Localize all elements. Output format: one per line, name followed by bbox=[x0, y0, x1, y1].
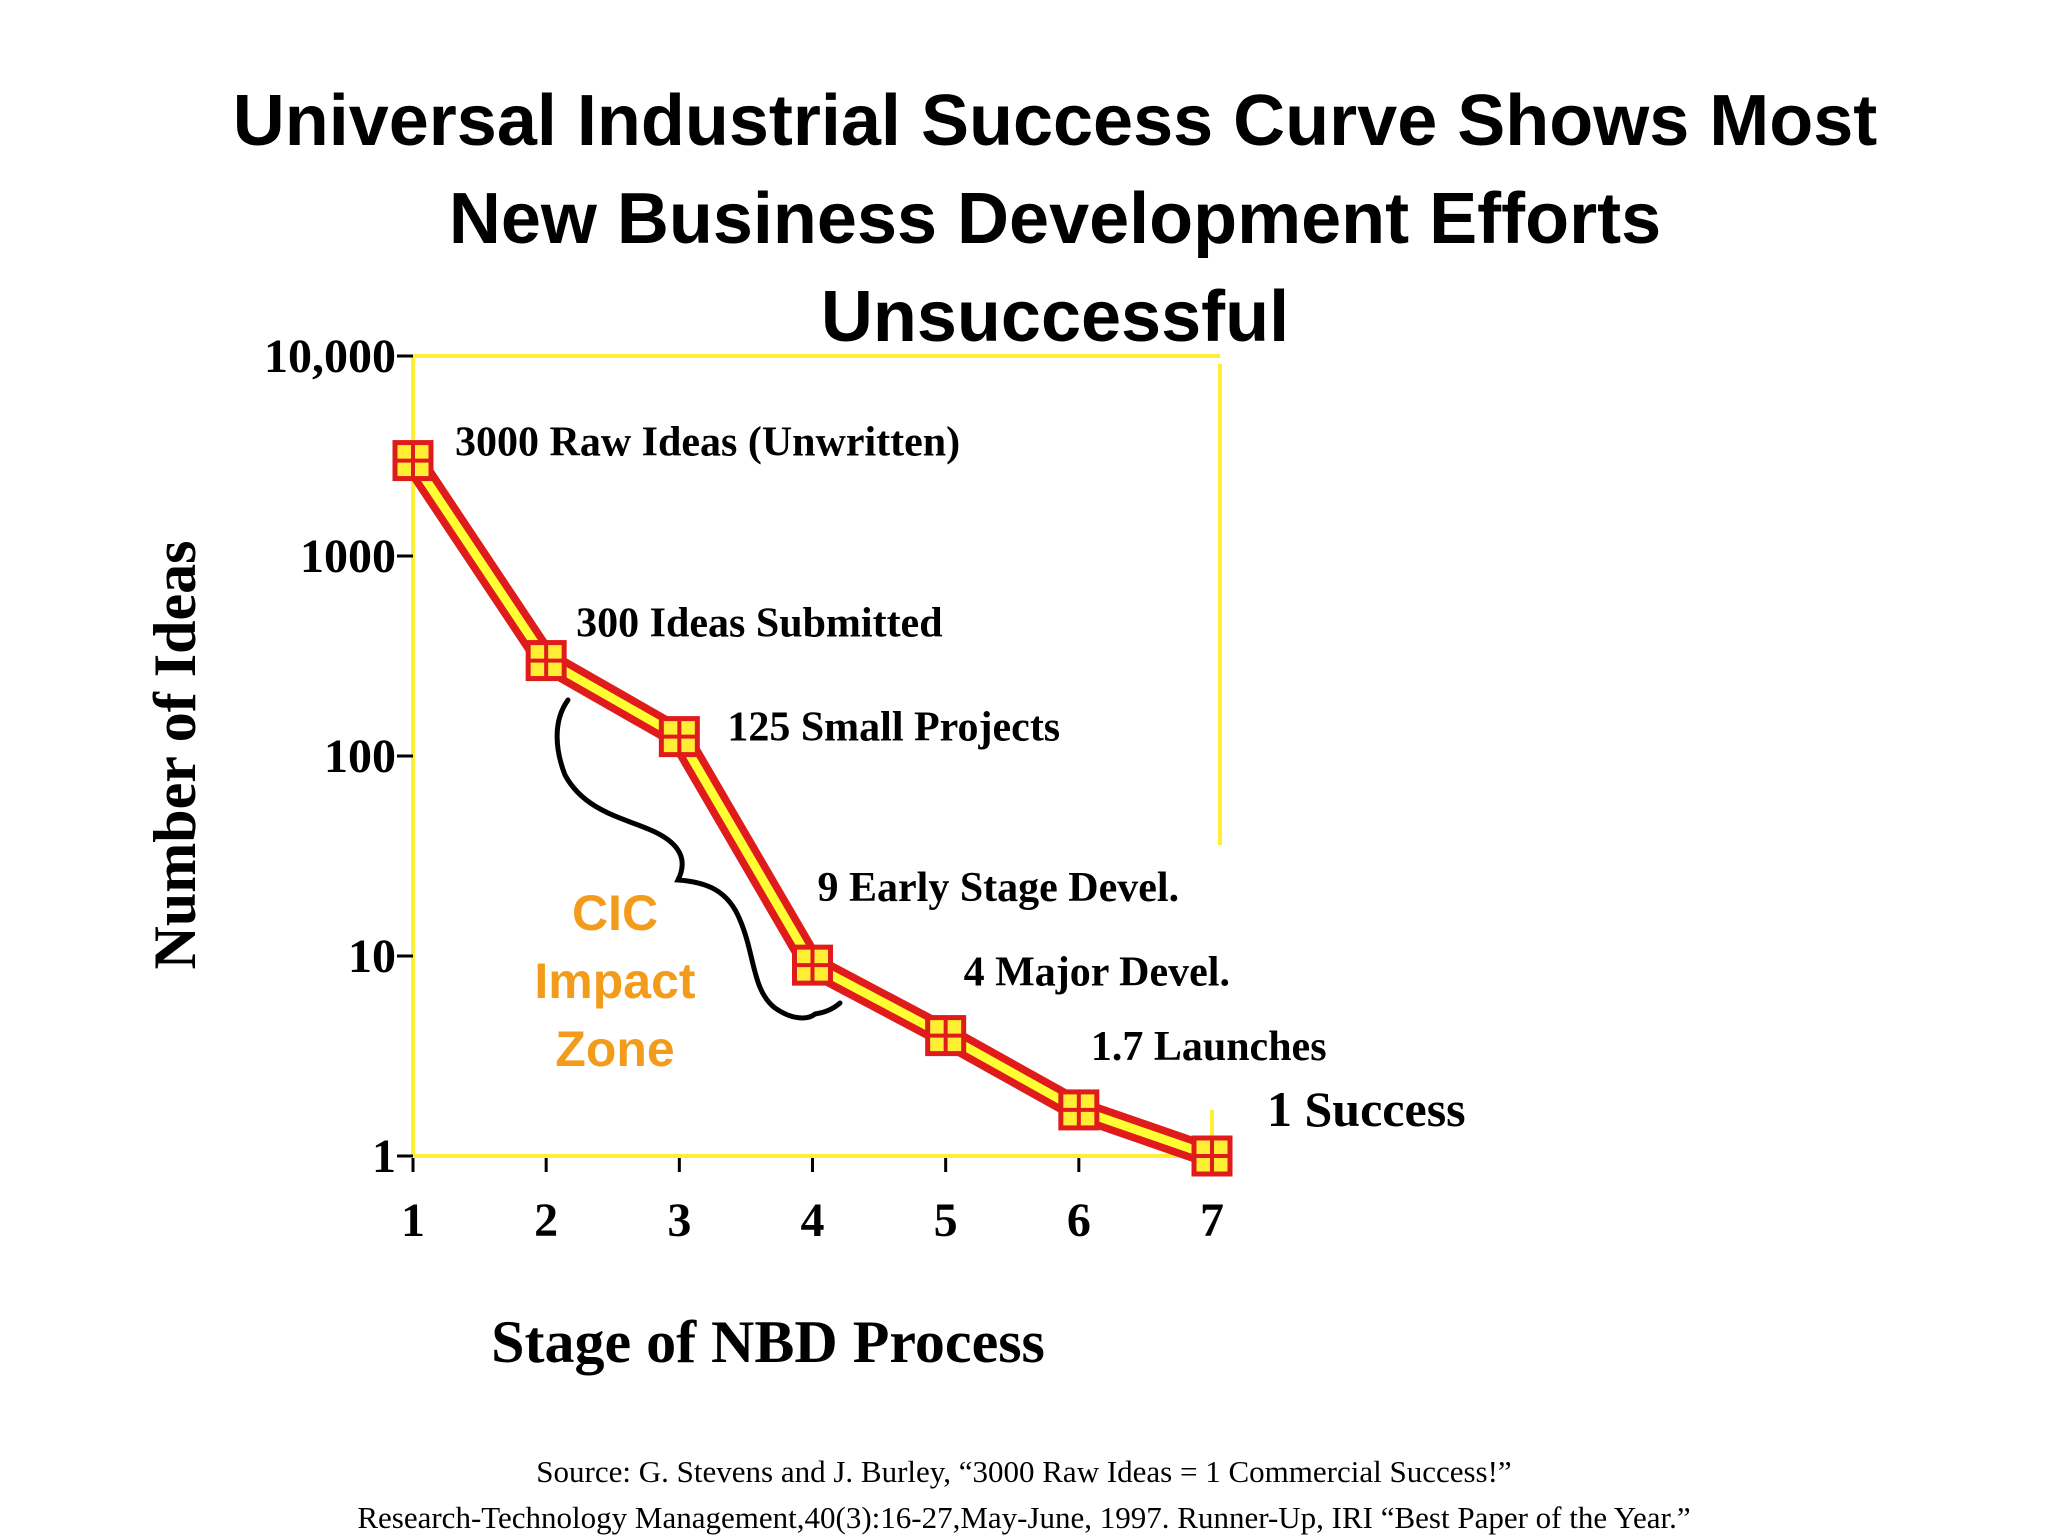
point-label: 1 Success bbox=[1267, 1081, 1466, 1137]
point-label: 3000 Raw Ideas (Unwritten) bbox=[455, 420, 960, 466]
x-axis: 1 2 3 4 5 6 7 bbox=[401, 1158, 1224, 1247]
impact-zone-line-2: Impact bbox=[534, 953, 696, 1009]
x-tick-label: 3 bbox=[667, 1194, 691, 1247]
y-tick-label: 1 bbox=[372, 1130, 396, 1183]
x-tick-label: 5 bbox=[934, 1194, 958, 1247]
y-axis: 10,000 1000 100 10 1 bbox=[264, 330, 413, 1183]
y-tick-label: 1000 bbox=[300, 530, 396, 583]
y-axis-label: Number of Ideas bbox=[142, 541, 208, 970]
x-axis-label: Stage of NBD Process bbox=[491, 1309, 1045, 1375]
impact-zone-line-3: Zone bbox=[555, 1021, 674, 1077]
data-point bbox=[792, 944, 833, 986]
y-tick-label: 10,000 bbox=[264, 330, 396, 383]
impact-zone-brace bbox=[554, 697, 843, 1021]
point-label: 1.7 Launches bbox=[1091, 1024, 1327, 1070]
data-point bbox=[1058, 1089, 1100, 1131]
chart-title: Universal Industrial Success Curve Shows… bbox=[100, 72, 2010, 366]
y-tick-label: 100 bbox=[324, 730, 396, 783]
data-point bbox=[525, 640, 567, 682]
point-labels: 3000 Raw Ideas (Unwritten) 300 Ideas Subm… bbox=[455, 420, 1466, 1137]
point-label: 125 Small Projects bbox=[727, 705, 1060, 751]
x-tick-label: 4 bbox=[801, 1194, 825, 1247]
x-tick-label: 7 bbox=[1200, 1194, 1224, 1247]
title-line-3: Unsuccessful bbox=[820, 277, 1290, 357]
y-tick-label: 10 bbox=[348, 930, 396, 983]
series-success-curve bbox=[392, 440, 1233, 1177]
title-line-2: New Business Development Efforts bbox=[448, 179, 1662, 259]
x-tick-label: 2 bbox=[534, 1194, 558, 1247]
point-label: 300 Ideas Submitted bbox=[576, 601, 942, 647]
source-line-2: Research-Technology Management,40(3):16-… bbox=[357, 1500, 1691, 1535]
data-point bbox=[1191, 1135, 1233, 1177]
title-line-1: Universal Industrial Success Curve Shows… bbox=[232, 81, 1878, 161]
impact-zone-line-1: CIC bbox=[572, 885, 658, 941]
source-line-1: Source: G. Stevens and J. Burley, “3000 … bbox=[536, 1454, 1512, 1489]
x-tick-label: 1 bbox=[401, 1194, 425, 1247]
data-point bbox=[392, 440, 434, 482]
data-point bbox=[658, 716, 700, 758]
x-tick-label: 6 bbox=[1067, 1194, 1091, 1247]
point-label: 9 Early Stage Devel. bbox=[818, 865, 1180, 911]
data-point bbox=[925, 1015, 967, 1057]
point-label: 4 Major Devel. bbox=[964, 950, 1230, 996]
